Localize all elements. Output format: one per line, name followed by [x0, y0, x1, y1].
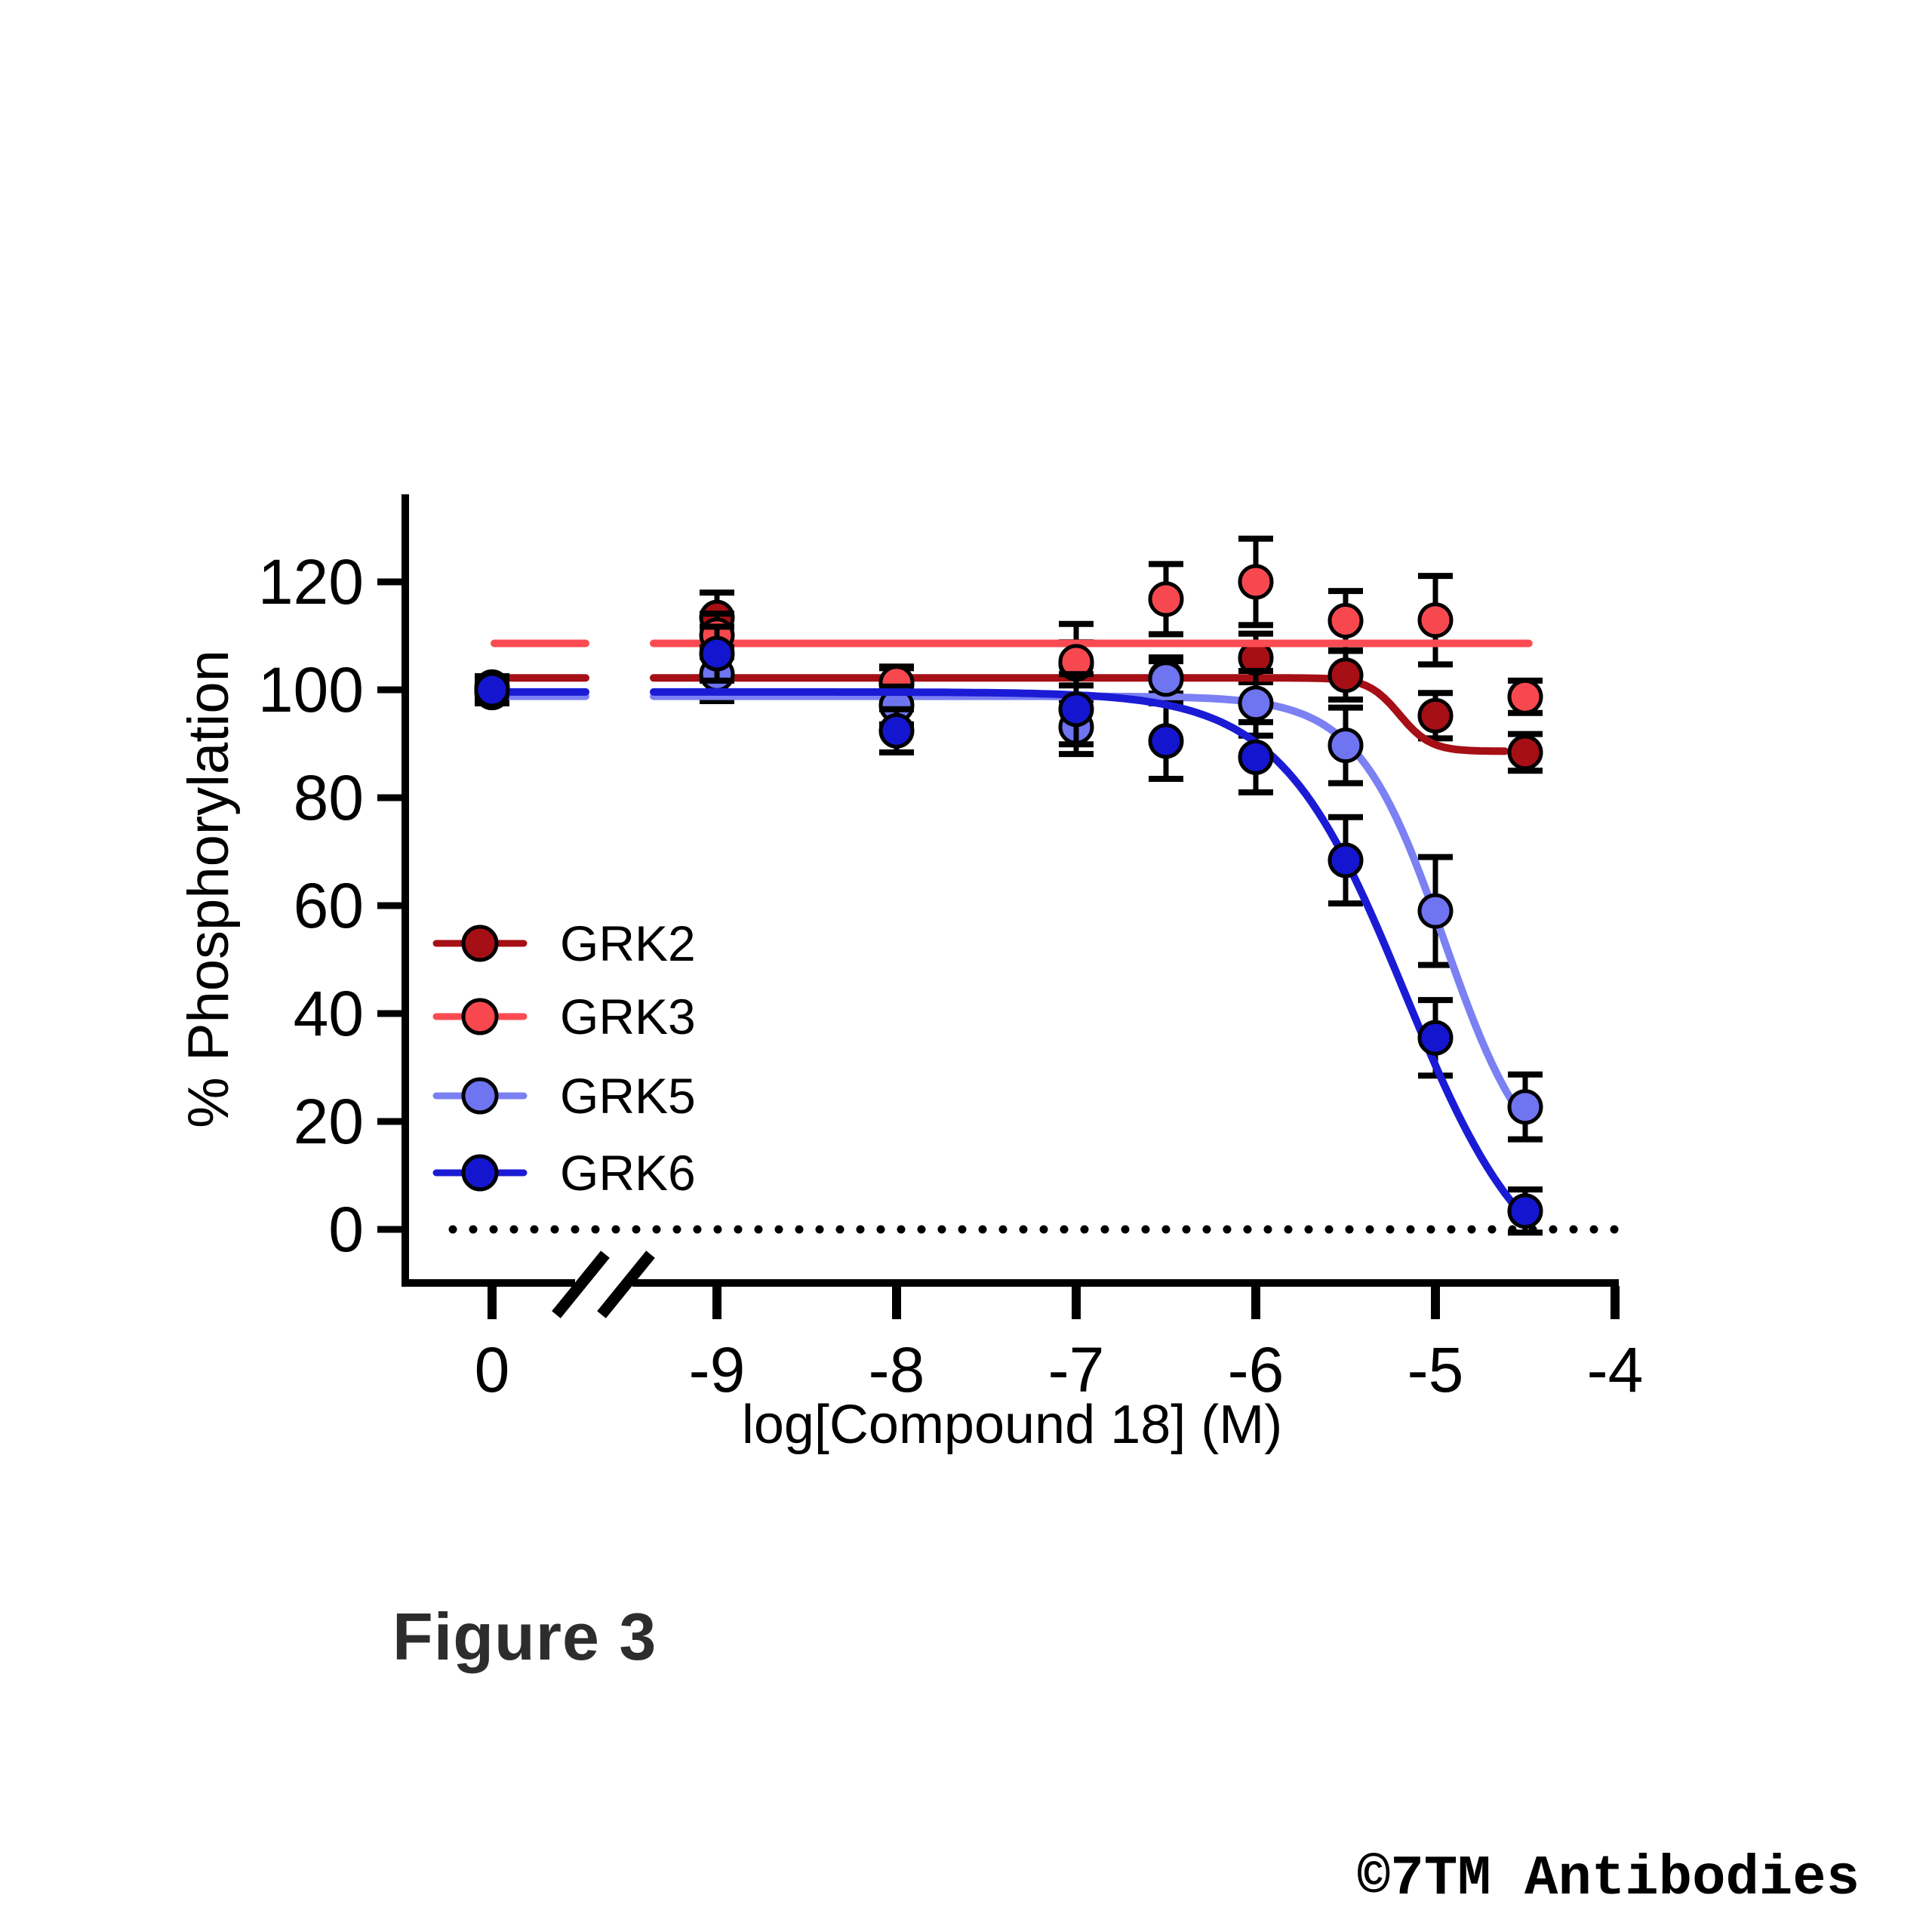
svg-text:-4: -4: [1587, 1334, 1644, 1405]
series-GRK2: [474, 589, 1543, 774]
svg-text:GRK2: GRK2: [560, 915, 696, 971]
legend-item-GRK6: GRK6: [432, 1145, 696, 1201]
svg-text:0: 0: [328, 1194, 364, 1265]
copyright-watermark: ©7TM Antibodies: [1357, 1847, 1860, 1911]
svg-text:-8: -8: [869, 1334, 925, 1405]
zero-baseline: [448, 1225, 1619, 1234]
svg-text:20: 20: [294, 1086, 364, 1157]
svg-text:40: 40: [294, 978, 364, 1049]
svg-text:-6: -6: [1228, 1334, 1284, 1405]
markers-GRK2: [474, 599, 1543, 771]
svg-text:0: 0: [475, 1334, 510, 1405]
x-axis-break-icon: [552, 1251, 655, 1318]
figure-caption: Figure 3: [392, 1599, 657, 1674]
legend-item-GRK3: GRK3: [432, 989, 696, 1044]
svg-text:GRK5: GRK5: [560, 1068, 696, 1124]
error-bars-GRK3: [475, 535, 1543, 716]
svg-text:-9: -9: [689, 1334, 746, 1405]
series-GRK6: [474, 623, 1543, 1236]
y-axis-title: % Phosphorylation: [177, 650, 241, 1128]
markers-GRK6: [474, 635, 1543, 1229]
legend-item-GRK2: GRK2: [432, 915, 696, 971]
legend: GRK2 GRK3 GRK5 GRK6: [432, 915, 696, 1201]
series-GRK5: [474, 644, 1543, 1143]
error-bars-GRK5: [475, 644, 1543, 1143]
x-axis-ticks: 0 -9 -8 -7 -6 -5 -4: [475, 1286, 1644, 1405]
svg-text:80: 80: [294, 762, 364, 833]
x-axis-title: log[Compound 18] (M): [742, 1395, 1282, 1455]
svg-text:GRK6: GRK6: [560, 1145, 696, 1201]
svg-text:60: 60: [294, 870, 364, 941]
svg-text:GRK3: GRK3: [560, 989, 696, 1044]
svg-text:120: 120: [258, 546, 364, 617]
y-axis-ticks: 120 100 80 60 40 20 0: [258, 546, 405, 1265]
series-GRK3: [474, 535, 1543, 716]
legend-item-GRK5: GRK5: [432, 1068, 696, 1124]
svg-text:100: 100: [258, 654, 364, 725]
svg-text:-5: -5: [1407, 1334, 1464, 1405]
markers-GRK5: [474, 656, 1543, 1125]
svg-text:-7: -7: [1048, 1334, 1105, 1405]
